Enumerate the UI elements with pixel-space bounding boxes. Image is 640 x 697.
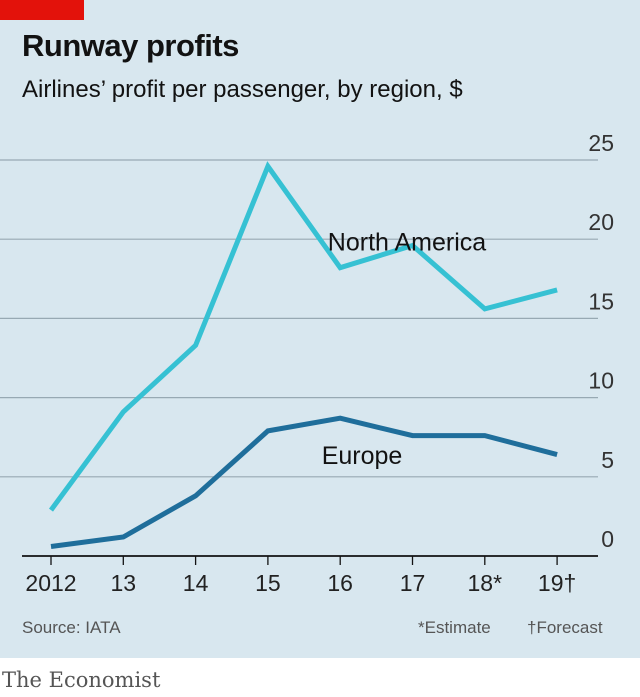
x-tick-label-18: 18* bbox=[468, 570, 503, 596]
series-line-north-america bbox=[48, 161, 558, 512]
chart-panel bbox=[0, 0, 640, 658]
source-note: Source: IATA bbox=[22, 618, 121, 637]
series-labels: North America Europe bbox=[322, 228, 487, 470]
gridlines bbox=[0, 159, 598, 478]
series-line-europe bbox=[50, 415, 558, 549]
series-lines bbox=[48, 161, 558, 549]
forecast-note: †Forecast bbox=[527, 618, 603, 637]
x-tick-label-19: 19† bbox=[538, 570, 576, 596]
x-tick-label-16: 16 bbox=[327, 570, 353, 596]
x-axis: 2012 13 14 15 16 17 18* 19† bbox=[22, 555, 598, 596]
y-tick-label-0: 0 bbox=[601, 526, 614, 552]
economist-logo: The Economist bbox=[2, 668, 161, 692]
y-tick-label-20: 20 bbox=[588, 209, 614, 235]
x-tick-label-17: 17 bbox=[400, 570, 426, 596]
chart-title: Runway profits bbox=[22, 28, 239, 63]
x-tick-label-13: 13 bbox=[111, 570, 137, 596]
x-tick-label-2012: 2012 bbox=[25, 570, 76, 596]
x-tick-label-14: 14 bbox=[183, 570, 209, 596]
chart-subtitle: Airlines’ profit per passenger, by regio… bbox=[22, 76, 463, 103]
series-label-north-america: North America bbox=[328, 228, 486, 256]
estimate-note: *Estimate bbox=[418, 618, 491, 637]
x-tick-label-15: 15 bbox=[255, 570, 281, 596]
y-axis-ticks: 0 5 10 15 20 25 bbox=[588, 130, 614, 552]
y-tick-label-25: 25 bbox=[588, 130, 614, 156]
y-tick-label-10: 10 bbox=[588, 368, 614, 394]
y-tick-label-15: 15 bbox=[588, 288, 614, 314]
brand-tag bbox=[0, 0, 84, 20]
series-label-europe: Europe bbox=[322, 442, 403, 470]
y-tick-label-5: 5 bbox=[601, 447, 614, 473]
